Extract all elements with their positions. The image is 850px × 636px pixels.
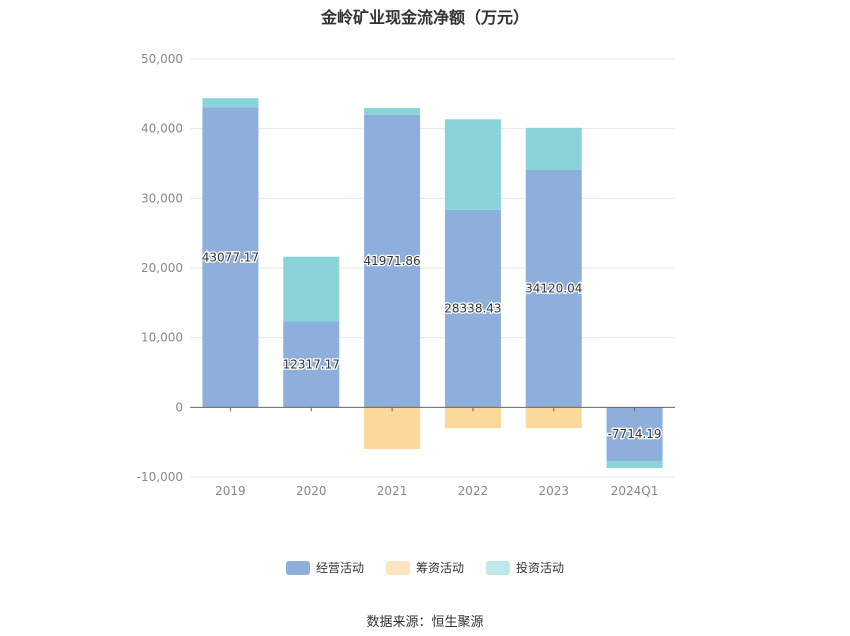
chart-legend: 经营活动 筹资活动 投资活动 — [0, 559, 850, 576]
data-label: 34120.04 — [525, 281, 582, 295]
x-tick-label: 2020 — [296, 484, 327, 498]
data-label: -7714.19 — [608, 427, 662, 441]
legend-item[interactable]: 经营活动 — [285, 559, 364, 576]
x-tick-label: 2021 — [377, 484, 408, 498]
legend-label: 投资活动 — [516, 561, 565, 575]
bar-financing — [364, 407, 421, 450]
bar-investing — [202, 98, 259, 108]
bar-operating — [364, 114, 421, 408]
bar-financing — [444, 407, 501, 429]
x-tick-label: 2023 — [538, 484, 569, 498]
y-tick-label: 20,000 — [141, 261, 183, 275]
bar-investing — [364, 107, 421, 115]
bar-operating — [202, 107, 259, 408]
y-tick-label: 50,000 — [141, 52, 183, 66]
data-label: 28338.43 — [444, 302, 501, 316]
bar-operating — [283, 321, 340, 408]
legend-item[interactable]: 筹资活动 — [385, 559, 464, 576]
bar-financing — [525, 407, 582, 429]
y-tick-label: 10,000 — [141, 331, 183, 345]
bar-operating — [444, 209, 501, 408]
x-tick-label: 2019 — [215, 484, 246, 498]
y-tick-label: 0 — [175, 400, 183, 414]
legend-swatch — [285, 560, 310, 575]
source-note: 数据来源：恒生聚源 — [366, 615, 484, 630]
bar-investing — [606, 461, 663, 469]
bar-investing — [525, 127, 582, 170]
legend-label: 经营活动 — [315, 561, 364, 575]
bar-operating — [525, 169, 582, 408]
bar-investing — [283, 256, 340, 322]
y-tick-label: -10,000 — [137, 470, 183, 484]
legend-swatch — [486, 560, 510, 575]
chart-title: 金岭矿业现金流净额（万元） — [320, 8, 529, 27]
data-label: 12317.17 — [283, 357, 340, 371]
y-tick-label: 40,000 — [141, 122, 183, 136]
y-tick-label: 30,000 — [141, 191, 183, 205]
bar-investing — [444, 119, 501, 210]
x-tick-label: 2022 — [458, 484, 489, 498]
legend-swatch — [385, 560, 410, 575]
legend-label: 筹资活动 — [415, 561, 464, 575]
data-label: 43077.17 — [202, 250, 259, 264]
bar-operating — [606, 407, 663, 462]
x-tick-label: 2024Q1 — [611, 484, 659, 498]
data-label: 41971.86 — [363, 254, 420, 268]
legend-item[interactable]: 投资活动 — [486, 559, 564, 576]
